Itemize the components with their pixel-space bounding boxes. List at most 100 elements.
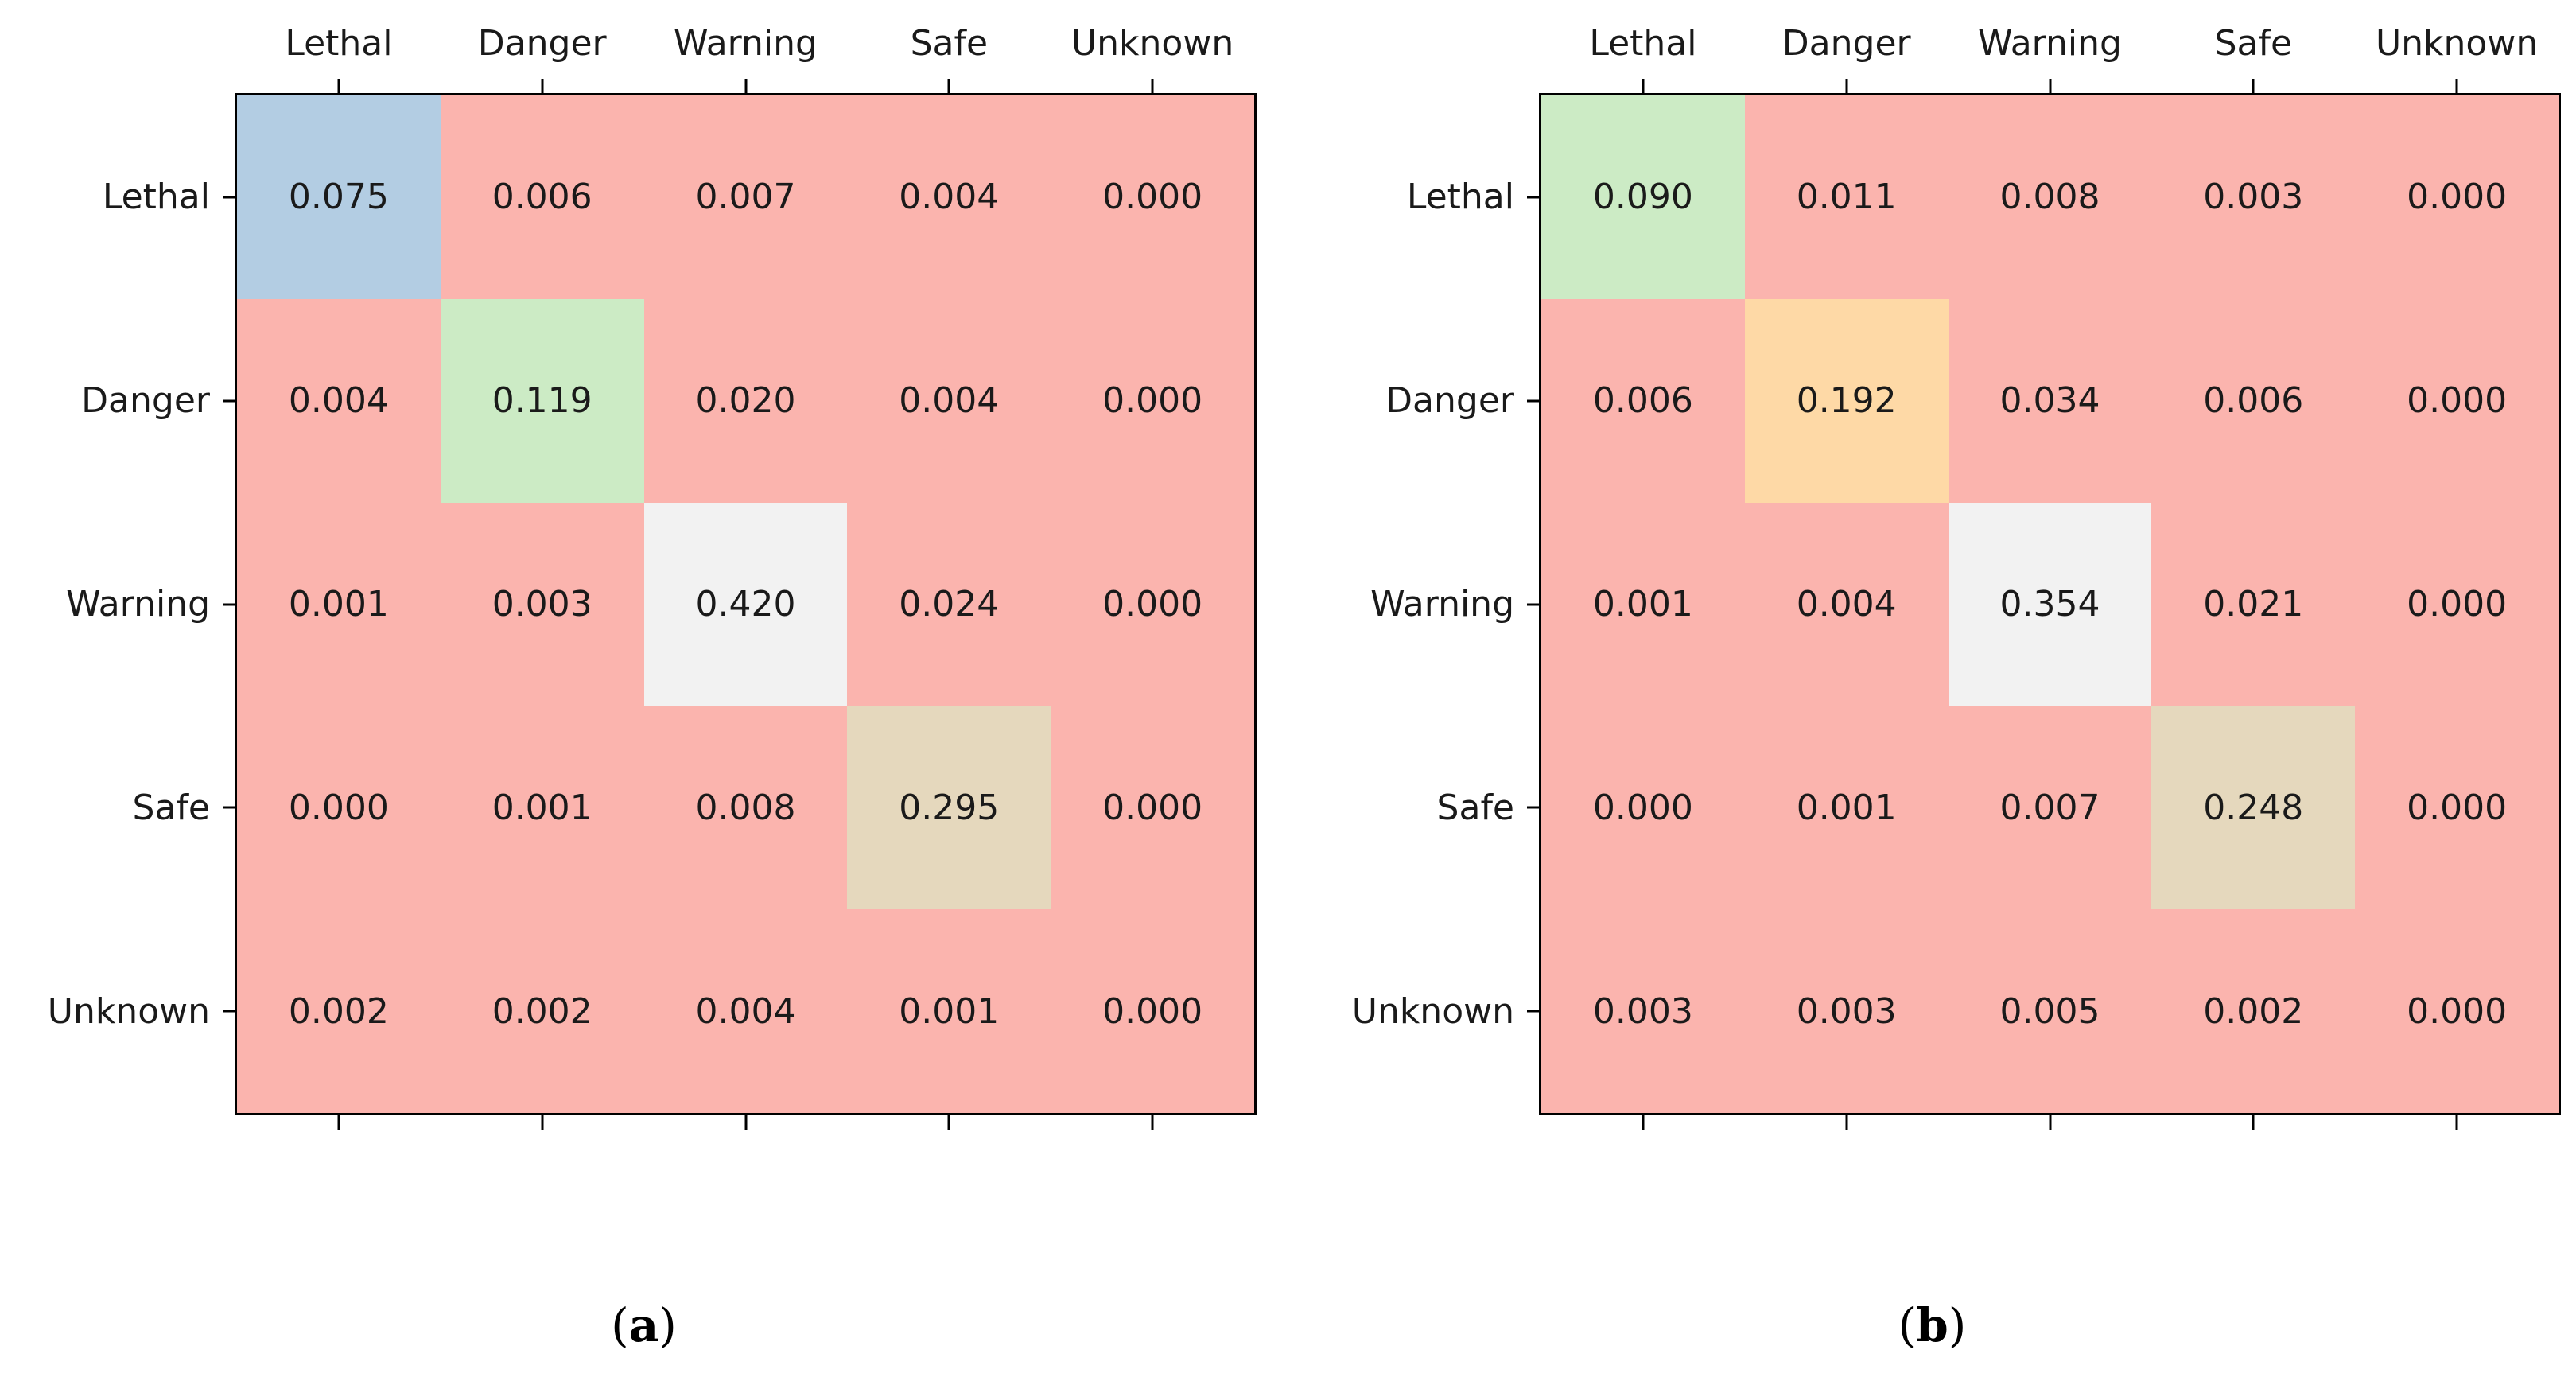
heatmap-a-left-ticks	[223, 95, 237, 1113]
heatmap-a-cells: 0.075 0.006 0.007 0.004 0.000 0.004 0.119 0.020…	[237, 95, 1254, 1113]
y-tick-mark	[223, 603, 237, 605]
heatmap-cell: 0.007	[1948, 706, 2152, 910]
heatmap-cell: 0.003	[440, 502, 644, 706]
heatmap-b-y-axis-labels: Lethal Danger Warning Safe Unknown	[1315, 95, 1514, 1113]
heatmap-cell: 0.000	[2355, 298, 2559, 503]
y-tick-mark	[223, 196, 237, 199]
x-tick-mark	[1151, 79, 1154, 95]
x-tick-mark	[2252, 1113, 2255, 1130]
y-tick-mark	[1527, 399, 1541, 403]
y-axis-label: Danger	[1385, 380, 1514, 422]
heatmap-a-x-axis-labels: Lethal Danger Warning Safe Unknown	[237, 19, 1254, 64]
x-tick-mark	[541, 1113, 544, 1130]
heatmap-cell: 0.004	[847, 95, 1051, 299]
x-axis-label: Unknown	[1070, 23, 1234, 64]
heatmap-cell: 0.020	[643, 298, 848, 503]
y-tick-mark	[1527, 806, 1541, 809]
heatmap-cell: 0.008	[643, 706, 848, 910]
caption-b-letter: b	[1916, 1298, 1949, 1352]
x-tick-mark	[1642, 79, 1645, 95]
x-axis-label: Warning	[1978, 23, 2122, 64]
y-axis-label: Lethal	[102, 177, 210, 218]
heatmap-cell: 0.001	[237, 502, 441, 706]
y-axis-label: Unknown	[1351, 990, 1514, 1032]
heatmap-cell: 0.004	[847, 298, 1051, 503]
x-tick-mark	[2455, 79, 2458, 95]
heatmap-cell: 0.021	[2151, 502, 2356, 706]
y-tick-mark	[1527, 196, 1541, 199]
x-tick-mark	[337, 1113, 340, 1130]
x-axis-label: Warning	[674, 23, 818, 64]
x-axis-label: Safe	[2214, 23, 2293, 64]
heatmap-cell: 0.000	[1051, 706, 1254, 910]
x-axis-label: Danger	[1781, 23, 1911, 64]
heatmap-cell: 0.001	[847, 909, 1051, 1113]
x-tick-mark	[1845, 79, 1848, 95]
x-tick-mark	[947, 1113, 950, 1130]
caption-a-close-paren: )	[659, 1298, 677, 1352]
heatmap-a-y-axis-labels: Lethal Danger Warning Safe Unknown	[11, 95, 210, 1113]
heatmap-cell: 0.004	[643, 909, 848, 1113]
heatmap-cell: 0.002	[2151, 909, 2356, 1113]
panel-a: 0.075 0.006 0.007 0.004 0.000 0.004 0.119 0.020…	[0, 23, 1288, 1352]
heatmap-cell: 0.001	[1541, 502, 1745, 706]
heatmap-a-top-ticks	[237, 79, 1254, 95]
heatmap-cell: 0.000	[1051, 298, 1254, 503]
caption-a-open-paren: (	[611, 1298, 629, 1352]
heatmap-cell: 0.006	[1541, 298, 1745, 503]
x-tick-mark	[2049, 1113, 2051, 1130]
heatmap-cell: 0.000	[2355, 706, 2559, 910]
heatmap-cell: 0.003	[1744, 909, 1949, 1113]
x-axis-label: Safe	[910, 23, 989, 64]
x-tick-mark	[2455, 1113, 2458, 1130]
heatmap-cell: 0.354	[1948, 502, 2152, 706]
heatmap-cell: 0.090	[1541, 95, 1745, 299]
heatmap-b-cells: 0.090 0.011 0.008 0.003 0.000 0.006 0.192 0.034…	[1541, 95, 2559, 1113]
y-axis-label: Lethal	[1406, 177, 1514, 218]
heatmap-cell: 0.004	[237, 298, 441, 503]
x-tick-mark	[947, 79, 950, 95]
heatmap-cell: 0.119	[440, 298, 644, 503]
heatmap-b-x-axis-labels: Lethal Danger Warning Safe Unknown	[1541, 19, 2559, 64]
heatmap-cell: 0.001	[440, 706, 644, 910]
y-tick-mark	[1527, 603, 1541, 605]
heatmap-b: 0.090 0.011 0.008 0.003 0.000 0.006 0.192 0.034…	[1352, 23, 2561, 1130]
heatmap-cell: 0.006	[440, 95, 644, 299]
x-tick-mark	[744, 1113, 747, 1130]
heatmap-a: 0.075 0.006 0.007 0.004 0.000 0.004 0.119 0.020…	[48, 23, 1257, 1130]
heatmap-cell: 0.000	[1051, 909, 1254, 1113]
caption-a: (a)	[0, 1298, 1288, 1352]
x-tick-mark	[337, 79, 340, 95]
y-axis-label: Safe	[132, 787, 210, 828]
heatmap-cell: 0.000	[2355, 95, 2559, 299]
y-axis-label: Warning	[66, 583, 210, 624]
caption-b: (b)	[1288, 1298, 2576, 1352]
heatmap-cell: 0.034	[1948, 298, 2152, 503]
heatmap-cell: 0.248	[2151, 706, 2356, 910]
x-axis-label: Danger	[477, 23, 607, 64]
x-axis-label: Lethal	[285, 23, 393, 64]
y-tick-mark	[223, 806, 237, 809]
heatmap-cell: 0.002	[440, 909, 644, 1113]
x-tick-mark	[541, 79, 544, 95]
panel-b: 0.090 0.011 0.008 0.003 0.000 0.006 0.192 0.034…	[1288, 0, 2576, 1385]
caption-a-letter: a	[628, 1298, 659, 1352]
heatmap-b-bottom-ticks	[1541, 1113, 2559, 1130]
x-tick-mark	[2049, 79, 2051, 95]
caption-b-close-paren: )	[1948, 1298, 1967, 1352]
heatmap-b-top-ticks	[1541, 79, 2559, 95]
heatmap-a-bottom-ticks	[237, 1113, 1254, 1130]
heatmap-cell: 0.192	[1744, 298, 1949, 503]
heatmap-cell: 0.008	[1948, 95, 2152, 299]
heatmap-cell: 0.420	[643, 502, 848, 706]
x-tick-mark	[1642, 1113, 1645, 1130]
heatmap-cell: 0.000	[237, 706, 441, 910]
y-tick-mark	[1527, 1010, 1541, 1013]
heatmap-cell: 0.000	[1051, 502, 1254, 706]
heatmap-cell: 0.011	[1744, 95, 1949, 299]
x-axis-label: Unknown	[2375, 23, 2539, 64]
heatmap-cell: 0.000	[1541, 706, 1745, 910]
heatmap-cell: 0.295	[847, 706, 1051, 910]
heatmap-cell: 0.003	[2151, 95, 2356, 299]
y-axis-label: Danger	[81, 380, 210, 422]
